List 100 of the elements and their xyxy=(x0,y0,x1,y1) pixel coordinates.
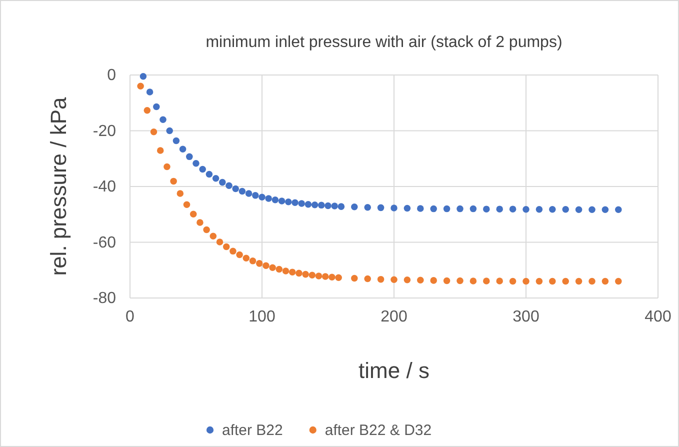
point xyxy=(170,178,177,185)
point xyxy=(443,277,450,284)
point xyxy=(483,206,490,212)
point xyxy=(252,192,259,199)
point xyxy=(272,196,279,204)
point xyxy=(190,210,197,218)
point xyxy=(230,248,236,255)
point xyxy=(364,204,371,211)
point xyxy=(328,274,336,280)
point xyxy=(144,107,151,114)
point xyxy=(302,270,309,278)
point xyxy=(602,206,609,214)
point xyxy=(443,205,450,212)
x-tick-label: 0 xyxy=(126,308,135,326)
point xyxy=(222,243,230,250)
point xyxy=(377,204,384,212)
legend-label: after B22 & D32 xyxy=(324,422,432,439)
point xyxy=(588,206,596,214)
point xyxy=(575,206,582,214)
point xyxy=(338,203,345,210)
point xyxy=(318,202,325,209)
point xyxy=(278,198,286,204)
point xyxy=(536,206,543,213)
point xyxy=(249,258,256,264)
point xyxy=(176,190,184,197)
y-tick-label: 0 xyxy=(107,67,116,84)
point xyxy=(298,200,305,207)
point xyxy=(192,160,200,167)
point xyxy=(324,202,332,210)
point xyxy=(226,182,232,190)
point xyxy=(265,195,272,202)
point xyxy=(417,205,424,212)
point xyxy=(199,166,206,173)
point xyxy=(470,278,477,284)
point xyxy=(160,116,166,123)
point xyxy=(470,205,477,212)
y-tick-label: -60 xyxy=(92,234,116,252)
point xyxy=(183,201,190,208)
point xyxy=(146,88,154,96)
point xyxy=(496,278,503,284)
point xyxy=(549,206,556,213)
x-tick-label: 300 xyxy=(512,308,540,326)
point xyxy=(153,103,160,110)
point xyxy=(210,232,217,240)
point xyxy=(196,219,204,226)
point xyxy=(172,137,180,144)
point xyxy=(311,202,318,208)
point xyxy=(335,274,342,282)
point xyxy=(331,202,338,210)
x-tick-label: 400 xyxy=(644,308,672,326)
x-tick-label: 100 xyxy=(248,308,276,326)
chart-title: minimum inlet pressure with air (stack of 2 pumps) xyxy=(206,34,562,51)
point xyxy=(150,128,158,136)
point xyxy=(288,268,296,276)
point xyxy=(404,276,411,284)
point xyxy=(203,226,210,234)
point xyxy=(615,206,622,214)
point xyxy=(575,278,582,285)
point xyxy=(256,260,263,267)
point xyxy=(216,238,224,246)
point xyxy=(377,276,384,283)
y-axis-title: rel. pressure / kPa xyxy=(46,96,71,276)
point xyxy=(496,206,503,212)
point xyxy=(258,194,266,200)
point xyxy=(296,270,302,277)
point xyxy=(522,206,530,213)
point xyxy=(456,277,464,284)
point xyxy=(404,204,411,212)
point xyxy=(292,199,298,206)
y-tick-label: -80 xyxy=(92,290,116,308)
point xyxy=(262,262,270,270)
point xyxy=(430,277,437,284)
point xyxy=(615,278,622,285)
point xyxy=(351,274,358,282)
point xyxy=(522,278,530,285)
y-tick-label: -40 xyxy=(92,178,116,196)
point xyxy=(509,278,516,285)
point xyxy=(285,198,292,206)
point xyxy=(166,127,173,134)
x-tick-label: 200 xyxy=(380,308,408,326)
point xyxy=(164,163,170,170)
point xyxy=(140,73,147,80)
point xyxy=(509,206,516,212)
point xyxy=(232,185,239,192)
point xyxy=(536,278,543,285)
point xyxy=(212,175,220,182)
point xyxy=(236,251,243,258)
point xyxy=(549,278,556,285)
point xyxy=(351,203,358,210)
point xyxy=(456,205,464,212)
point xyxy=(562,278,569,285)
point xyxy=(322,273,329,280)
point xyxy=(276,266,283,273)
point xyxy=(156,147,164,154)
point xyxy=(186,153,193,160)
point xyxy=(364,275,371,282)
point xyxy=(179,146,186,153)
point xyxy=(390,276,398,283)
point xyxy=(269,264,276,271)
y-tick-label: -20 xyxy=(92,122,116,140)
